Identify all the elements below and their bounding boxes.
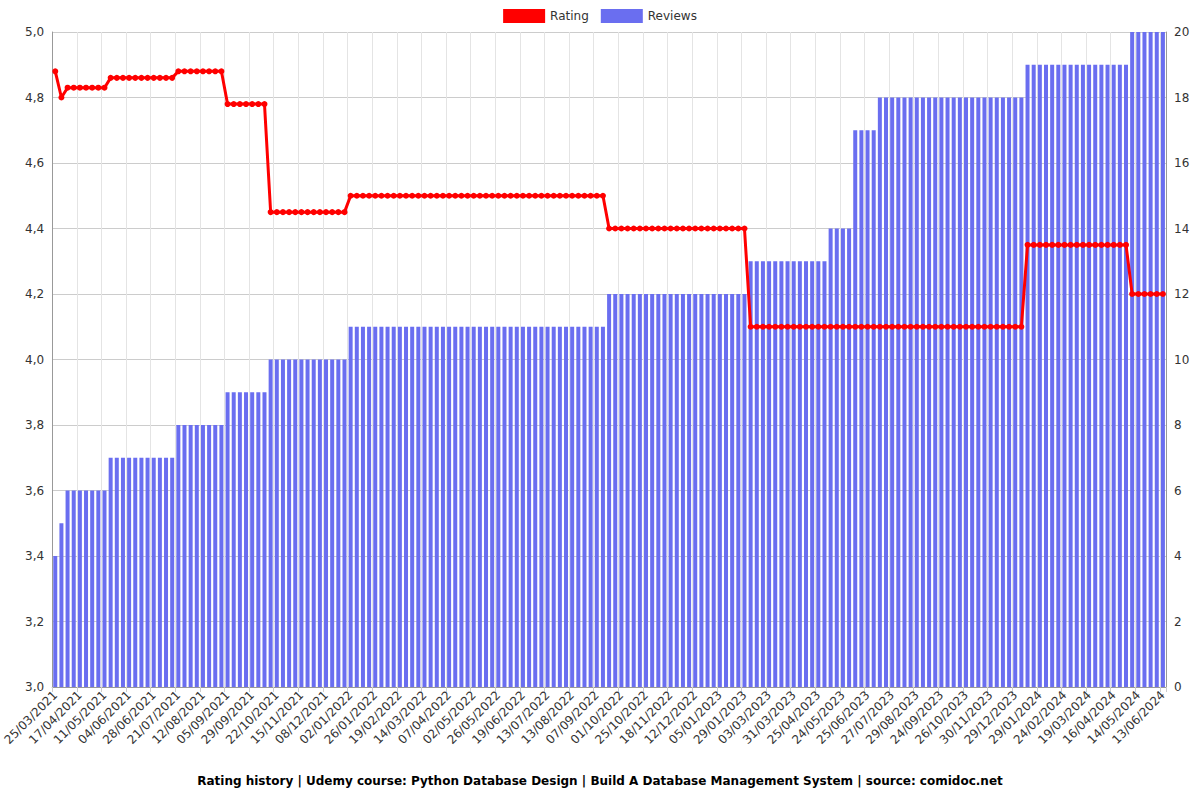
svg-text:12: 12 [1174, 287, 1189, 301]
svg-text:8: 8 [1174, 418, 1182, 432]
svg-text:07/04/2022: 07/04/2022 [395, 688, 454, 747]
svg-text:02/05/2022: 02/05/2022 [419, 688, 479, 747]
svg-text:Reviews: Reviews [648, 9, 697, 23]
svg-text:14: 14 [1174, 222, 1189, 236]
svg-text:29/08/2023: 29/08/2023 [863, 688, 922, 747]
svg-text:4,6: 4,6 [25, 156, 44, 170]
svg-text:07/09/2022: 07/09/2022 [543, 688, 602, 747]
svg-text:16: 16 [1174, 156, 1189, 170]
svg-text:18/11/2022: 18/11/2022 [616, 688, 676, 747]
svg-text:25/04/2023: 25/04/2023 [764, 688, 824, 747]
svg-text:15/11/2021: 15/11/2021 [247, 688, 307, 747]
svg-text:05/01/2023: 05/01/2023 [666, 688, 725, 747]
svg-text:30/11/2023: 30/11/2023 [936, 688, 996, 747]
svg-text:14/05/2024: 14/05/2024 [1084, 688, 1144, 747]
svg-text:10: 10 [1174, 353, 1189, 367]
svg-text:21/07/2021: 21/07/2021 [124, 688, 184, 747]
svg-text:3,8: 3,8 [25, 418, 44, 432]
svg-text:4: 4 [1174, 549, 1182, 563]
svg-text:3,0: 3,0 [25, 680, 44, 694]
svg-text:24/02/2024: 24/02/2024 [1010, 688, 1070, 747]
svg-text:24/09/2023: 24/09/2023 [887, 688, 947, 747]
svg-text:28/06/2021: 28/06/2021 [99, 688, 159, 747]
svg-text:26/01/2022: 26/01/2022 [321, 688, 381, 747]
svg-text:18: 18 [1174, 91, 1189, 105]
svg-text:04/06/2021: 04/06/2021 [75, 688, 135, 747]
svg-text:20: 20 [1174, 25, 1189, 39]
svg-text:Rating: Rating [550, 9, 589, 23]
svg-text:0: 0 [1174, 680, 1182, 694]
svg-text:3,4: 3,4 [25, 549, 44, 563]
svg-text:16/04/2024: 16/04/2024 [1059, 688, 1119, 747]
svg-text:6: 6 [1174, 484, 1182, 498]
svg-text:29/12/2023: 29/12/2023 [961, 688, 1021, 747]
svg-text:12/12/2022: 12/12/2022 [641, 688, 701, 747]
svg-text:4,4: 4,4 [25, 222, 44, 236]
svg-text:01/10/2022: 01/10/2022 [567, 688, 627, 747]
svg-text:19/03/2024: 19/03/2024 [1035, 688, 1094, 747]
svg-text:02/01/2022: 02/01/2022 [296, 688, 356, 747]
svg-text:2: 2 [1174, 615, 1182, 629]
svg-text:27/07/2023: 27/07/2023 [838, 688, 898, 747]
svg-text:05/09/2021: 05/09/2021 [173, 688, 233, 747]
svg-text:29/09/2021: 29/09/2021 [198, 688, 258, 747]
svg-text:19/06/2022: 19/06/2022 [469, 688, 528, 747]
svg-text:13/08/2022: 13/08/2022 [518, 688, 578, 747]
svg-text:4,0: 4,0 [25, 353, 44, 367]
svg-text:14/03/2022: 14/03/2022 [370, 688, 430, 747]
svg-text:26/05/2022: 26/05/2022 [444, 688, 504, 747]
svg-text:25/10/2022: 25/10/2022 [592, 688, 651, 747]
svg-text:4,8: 4,8 [25, 91, 44, 105]
svg-text:4,2: 4,2 [25, 287, 44, 301]
svg-text:24/05/2023: 24/05/2023 [789, 688, 848, 747]
svg-text:19/02/2022: 19/02/2022 [346, 688, 405, 747]
svg-text:17/04/2021: 17/04/2021 [26, 688, 85, 747]
svg-text:11/05/2021: 11/05/2021 [50, 688, 110, 747]
svg-text:31/03/2023: 31/03/2023 [739, 688, 799, 747]
svg-text:25/06/2023: 25/06/2023 [813, 688, 873, 747]
svg-text:08/12/2021: 08/12/2021 [272, 688, 331, 747]
svg-text:5,0: 5,0 [25, 25, 44, 39]
svg-text:26/10/2023: 26/10/2023 [912, 688, 971, 747]
svg-text:22/10/2021: 22/10/2021 [223, 688, 282, 747]
svg-text:29/01/2024: 29/01/2024 [986, 688, 1045, 747]
svg-text:29/01/2023: 29/01/2023 [690, 688, 750, 747]
svg-text:03/03/2023: 03/03/2023 [715, 688, 774, 747]
svg-text:3,6: 3,6 [25, 484, 44, 498]
svg-text:Rating history | Udemy course:: Rating history | Udemy course: Python Da… [197, 774, 1003, 788]
svg-text:12/08/2021: 12/08/2021 [149, 688, 208, 747]
svg-text:13/06/2024: 13/06/2024 [1109, 688, 1168, 747]
svg-text:3,2: 3,2 [25, 615, 44, 629]
svg-text:25/03/2021: 25/03/2021 [1, 688, 61, 747]
svg-text:13/07/2022: 13/07/2022 [493, 688, 553, 747]
